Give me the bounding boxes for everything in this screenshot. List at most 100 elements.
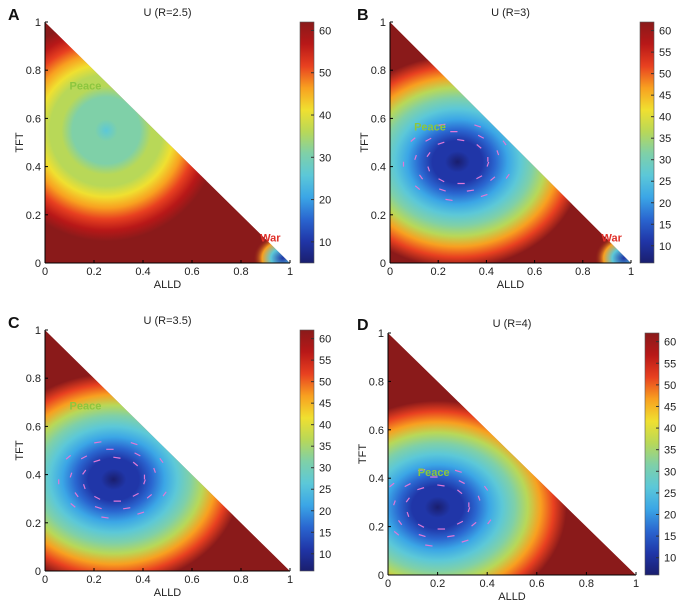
flux-arrow <box>137 511 145 515</box>
colorbar-tick-label: 50 <box>664 380 676 392</box>
colorbar-tick-label: 50 <box>659 69 671 81</box>
colorbar-bar <box>299 21 315 264</box>
x-tick-label: 1 <box>628 266 634 278</box>
y-tick-label: 0.8 <box>369 376 384 388</box>
flux-arrow <box>461 539 469 543</box>
y-tick-label: 0.6 <box>369 425 384 437</box>
flux-arrow <box>162 491 167 497</box>
flux-arrow <box>101 516 109 519</box>
panel-c: 0 0.2 0.4 0.6 0.8 100.20.40.60.81U (R=3.5)ALL… <box>8 315 331 599</box>
x-tick-label: 0.8 <box>575 266 590 278</box>
colorbar-tick-label: 45 <box>319 398 331 410</box>
flux-arrow <box>458 480 465 485</box>
flux-arrow <box>480 193 488 198</box>
flux-arrow <box>457 489 463 495</box>
x-tick-label: 0.8 <box>233 574 248 586</box>
flux-arrow <box>113 456 121 459</box>
flux-arrow <box>425 544 433 547</box>
colorbar-tick-label: 30 <box>664 466 676 478</box>
x-tick-label: 0 <box>387 266 393 278</box>
flux-arrow <box>457 138 465 142</box>
panel-letter: B <box>357 7 369 24</box>
colorbar-tick-label: 20 <box>659 198 671 210</box>
flux-arrow <box>398 520 403 526</box>
flux-arrow <box>94 441 102 444</box>
flux-arrow <box>476 144 482 149</box>
flux-arrow <box>410 137 416 142</box>
colorbar-tick-label: 25 <box>664 488 676 500</box>
colorbar-bar <box>639 21 655 264</box>
y-tick-label: 0.8 <box>26 65 41 77</box>
y-tick-label: 0.6 <box>26 113 41 125</box>
flux-arrow <box>393 500 396 506</box>
x-tick-label: 0 <box>42 266 48 278</box>
y-tick-label: 0.2 <box>26 518 41 530</box>
flux-arrow <box>94 495 101 500</box>
chart-title: U (R=3.5) <box>144 315 192 327</box>
colorbar-tick-label: 45 <box>664 401 676 413</box>
colorbar-tick-label: 40 <box>319 110 331 122</box>
war-well <box>253 234 290 263</box>
colorbar-tick-label: 50 <box>319 68 331 80</box>
colorbar-tick-label: 10 <box>319 549 331 561</box>
flux-arrow <box>74 492 79 498</box>
colorbar: 10 15 20 25 30 35 40 45 50 55 60 <box>644 332 676 576</box>
colorbar-tick-label: 40 <box>319 420 331 432</box>
flux-arrow <box>477 134 485 139</box>
x-tick-label: 0.4 <box>135 574 150 586</box>
y-tick-label: 0.8 <box>371 65 386 77</box>
colorbar-tick-label: 30 <box>659 155 671 167</box>
flux-arrow <box>65 454 72 460</box>
colorbar-tick-label: 25 <box>659 176 671 188</box>
y-tick-label: 0.4 <box>369 473 384 485</box>
x-tick-label: 1 <box>287 266 293 278</box>
colorbar-tick-label: 55 <box>659 47 671 59</box>
flux-arrows <box>389 468 492 547</box>
colorbar-tick-label: 55 <box>664 358 676 370</box>
chart-title: U (R=3) <box>491 7 530 19</box>
x-tick-label: 0.4 <box>480 578 495 590</box>
colorbar-tick-label: 60 <box>659 26 671 38</box>
flux-arrow <box>406 511 410 518</box>
flux-arrow <box>123 507 131 510</box>
y-tick-label: 0.4 <box>371 162 386 174</box>
y-tick-label: 1 <box>378 328 384 340</box>
flux-arrow <box>82 469 87 475</box>
y-tick-label: 0.2 <box>369 522 384 534</box>
panel-letter: A <box>8 7 20 24</box>
flux-arrow <box>405 497 410 503</box>
x-tick-label: 0.2 <box>86 574 101 586</box>
flux-arrow <box>417 468 426 472</box>
flux-arrow <box>486 161 490 167</box>
flux-arrow <box>471 521 477 527</box>
flux-arrow <box>417 523 425 528</box>
y-axis-label: TFT <box>14 440 26 460</box>
colorbar-tick-label: 25 <box>319 484 331 496</box>
colorbar: 10 15 20 25 30 35 40 45 50 55 60 <box>299 329 331 572</box>
colorbar-tick-label: 40 <box>659 112 671 124</box>
annotation-peace: Peace <box>414 121 446 133</box>
flux-arrow <box>502 140 507 146</box>
x-axis-label: ALLD <box>154 279 182 291</box>
outside-region <box>45 22 290 263</box>
x-tick-label: 0.8 <box>233 266 248 278</box>
flux-arrow <box>477 495 481 501</box>
war-well <box>594 234 631 263</box>
outside-region <box>390 22 631 263</box>
chart-title: U (R=4) <box>493 318 532 330</box>
colorbar-tick-label: 40 <box>664 423 676 435</box>
x-tick-label: 0.4 <box>135 266 150 278</box>
colorbar-tick-label: 20 <box>664 510 676 522</box>
flux-arrow <box>438 188 446 192</box>
flux-arrow <box>454 469 462 473</box>
x-tick-label: 0.6 <box>184 266 199 278</box>
chart-title: U (R=2.5) <box>144 7 192 19</box>
flux-arrow <box>393 530 400 536</box>
x-tick-label: 1 <box>633 578 639 590</box>
x-tick-label: 1 <box>287 574 293 586</box>
flux-arrow <box>414 185 421 191</box>
flux-arrow <box>130 442 138 446</box>
flux-arrow <box>437 484 445 487</box>
flux-arrow <box>70 502 76 508</box>
outside-region <box>45 330 290 571</box>
